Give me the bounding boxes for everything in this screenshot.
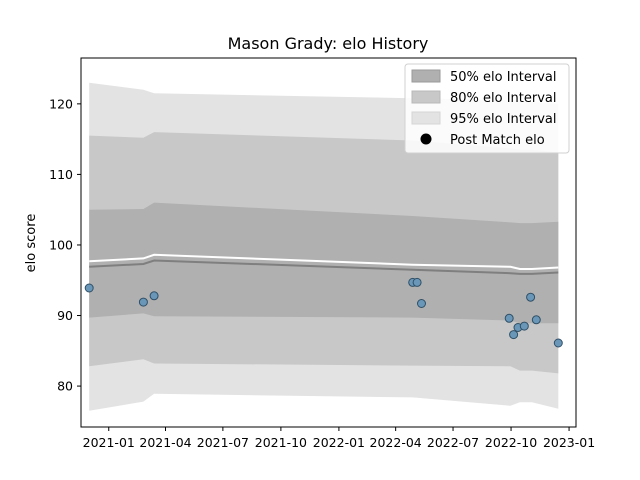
y-tick-label: 120: [49, 96, 73, 111]
x-tick-label: 2021-04: [139, 435, 191, 450]
data-point: [509, 330, 519, 340]
legend-marker-points: [420, 133, 432, 145]
legend-label-95: 95% elo Interval: [450, 112, 557, 127]
y-tick-label: 110: [49, 167, 73, 182]
x-tick-label: 2022-10: [485, 435, 537, 450]
legend-swatch-95: [411, 111, 441, 125]
data-point: [84, 283, 94, 293]
y-axis-label: elo score: [24, 214, 39, 273]
x-axis: 2021-01 2021-04 2021-07 2021-10 2022-01 2022-…: [83, 427, 595, 450]
x-tick-label: 2022-01: [313, 435, 365, 450]
y-tick-label: 100: [49, 237, 73, 252]
legend-label-80: 80% elo Interval: [450, 91, 557, 106]
data-point: [149, 291, 159, 301]
ci50-band: [89, 202, 559, 324]
plot-area: [84, 82, 563, 411]
data-point: [526, 292, 536, 302]
data-point: [519, 321, 529, 331]
data-point: [412, 277, 422, 287]
y-tick-label: 90: [57, 308, 73, 323]
data-point: [531, 315, 541, 325]
x-tick-label: 2021-01: [83, 435, 135, 450]
x-tick-label: 2021-07: [197, 435, 249, 450]
x-tick-label: 2021-10: [255, 435, 307, 450]
data-point: [504, 313, 514, 323]
mean-line: [89, 259, 559, 275]
legend-swatch-80: [411, 90, 441, 104]
x-tick-label: 2022-07: [427, 435, 479, 450]
legend-box: [404, 63, 570, 154]
data-point: [417, 299, 426, 308]
legend: 50% elo Interval 80% elo Interval 95% el…: [404, 63, 570, 154]
post-match-points: [84, 277, 563, 348]
y-tick-label: 80: [57, 379, 73, 394]
y-axis: 80 90 100 110 120: [49, 96, 81, 394]
legend-label-50: 50% elo Interval: [450, 70, 557, 85]
data-point: [553, 338, 563, 348]
plot-frame: [80, 57, 577, 428]
x-tick-label: 2023-01: [543, 435, 595, 450]
legend-swatch-50: [411, 69, 441, 83]
median-line: [89, 253, 559, 270]
chart-title: Mason Grady: elo History: [228, 34, 429, 53]
data-point: [138, 297, 148, 307]
x-tick-label: 2022-04: [370, 435, 422, 450]
legend-label-points: Post Match elo: [450, 133, 545, 148]
